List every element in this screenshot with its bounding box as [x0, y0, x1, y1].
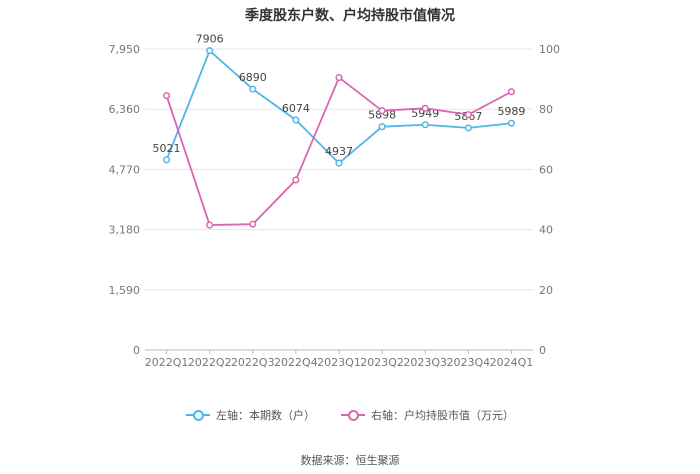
- right-tick-label: 0: [539, 344, 546, 357]
- right-tick-label: 40: [539, 224, 553, 237]
- left-tick-label: 0: [133, 344, 140, 357]
- x-tick-label: 2022Q4: [274, 356, 318, 369]
- legend-swatch-households: [186, 410, 210, 421]
- x-tick-label: 2024Q1: [490, 356, 534, 369]
- data-point: [163, 156, 171, 164]
- data-point: [249, 220, 257, 228]
- data-point: [507, 119, 515, 127]
- data-point: [292, 116, 300, 124]
- data-point: [335, 74, 343, 82]
- x-tick-label: 2022Q3: [231, 356, 275, 369]
- data-point: [464, 111, 472, 119]
- left-tick-label: 7,950: [109, 43, 141, 56]
- legend-label-market-value: 右轴：户均持股市值（万元）: [371, 409, 514, 422]
- data-label: 5898: [368, 109, 396, 122]
- chart-title: 季度股东户数、户均持股市值情况: [245, 8, 455, 24]
- x-tick-label: 2022Q2: [188, 356, 232, 369]
- data-point: [421, 121, 429, 129]
- data-label: 5989: [497, 105, 525, 118]
- left-tick-label: 1,590: [109, 284, 141, 297]
- data-point: [206, 47, 214, 55]
- data-label: 6890: [239, 71, 267, 84]
- data-point: [378, 123, 386, 131]
- data-label: 5021: [153, 142, 181, 155]
- data-label: 6074: [282, 102, 310, 115]
- data-label: 7906: [196, 33, 224, 46]
- x-tick-label: 2023Q1: [317, 356, 361, 369]
- data-point: [421, 104, 429, 112]
- left-tick-label: 6,360: [109, 103, 141, 116]
- left-tick-label: 4,770: [109, 163, 141, 176]
- data-point: [292, 176, 300, 184]
- data-point: [206, 221, 214, 229]
- data-point: [378, 107, 386, 115]
- data-point: [335, 159, 343, 167]
- x-tick-label: 2022Q1: [145, 356, 189, 369]
- data-point: [464, 124, 472, 132]
- right-tick-label: 100: [539, 43, 560, 56]
- data-source: 数据来源：恒生聚源: [300, 454, 400, 467]
- data-point: [249, 85, 257, 93]
- right-tick-label: 60: [539, 163, 553, 176]
- right-tick-label: 20: [539, 284, 553, 297]
- legend-swatch-market-value: [341, 410, 365, 421]
- legend-item-market-value[interactable]: 右轴：户均持股市值（万元）: [341, 407, 514, 423]
- legend: 左轴：本期数（户） 右轴：户均持股市值（万元）: [0, 407, 700, 423]
- x-tick-label: 2023Q2: [360, 356, 404, 369]
- legend-label-households: 左轴：本期数（户）: [216, 409, 315, 422]
- x-tick-label: 2023Q4: [447, 356, 491, 369]
- data-label: 4937: [325, 145, 353, 158]
- data-point: [163, 92, 171, 100]
- left-tick-label: 3,180: [109, 224, 141, 237]
- x-tick-label: 2023Q3: [403, 356, 447, 369]
- data-point: [507, 88, 515, 96]
- right-tick-label: 80: [539, 103, 553, 116]
- legend-item-households[interactable]: 左轴：本期数（户）: [186, 407, 315, 423]
